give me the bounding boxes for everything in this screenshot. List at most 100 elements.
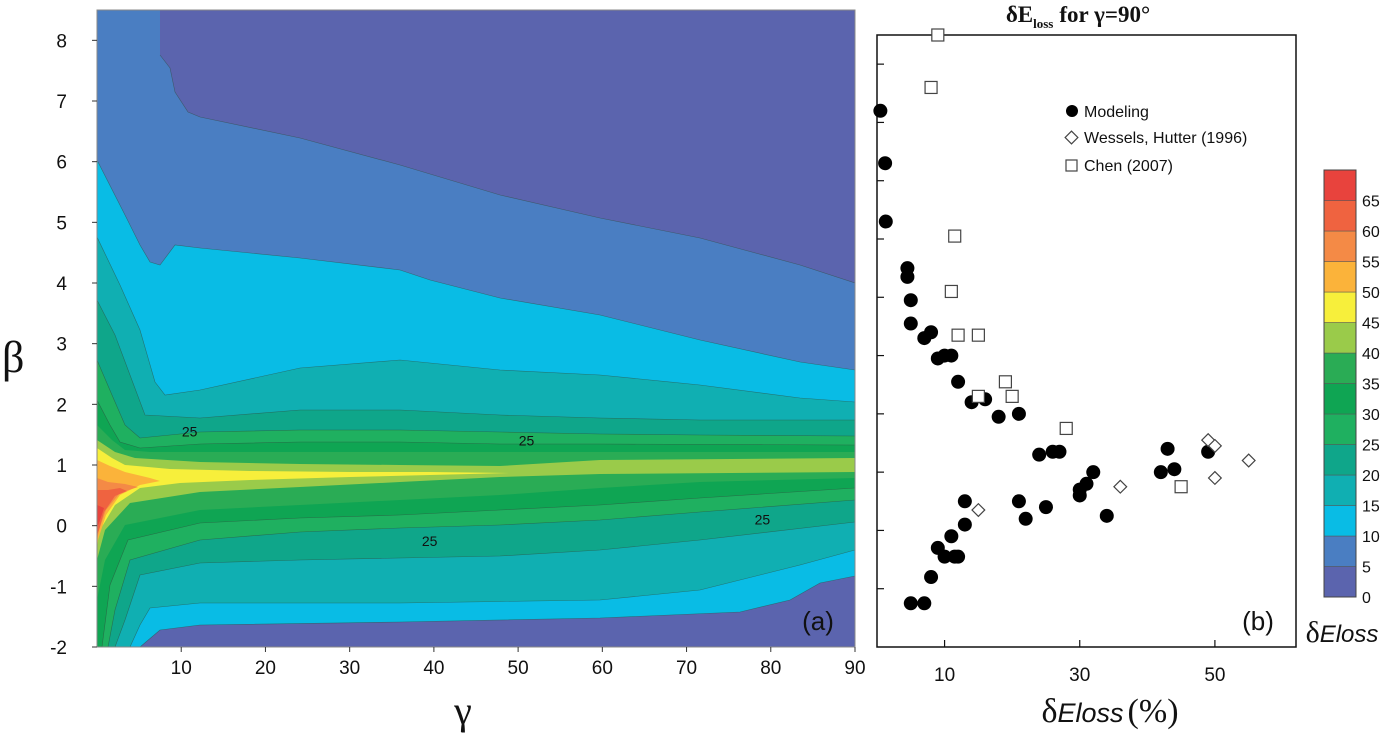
point-modeling — [937, 549, 952, 564]
colorbar-swatch — [1323, 505, 1357, 537]
y-tick-label: 0 — [56, 517, 67, 538]
scatter-points — [873, 28, 1256, 611]
colorbar-tick-label: 5 — [1362, 560, 1371, 577]
panel-b-y-ticks — [877, 63, 884, 590]
colorbar-tick-label: 55 — [1362, 255, 1380, 272]
colorbar-ticks: 0 5 10 15 20 25 30 35 40 45 50 55 60 65 — [1362, 194, 1380, 608]
x-axis-ticks: 10 20 30 40 50 60 70 80 90 — [171, 647, 866, 679]
panel-b-label: (b) — [1242, 606, 1274, 636]
contour-label: 25 — [755, 512, 771, 528]
colorbar-swatch — [1323, 444, 1357, 476]
contour-lines — [97, 54, 855, 647]
x-tick-label: 60 — [592, 658, 613, 679]
colorbar-tick-label: 15 — [1362, 499, 1380, 516]
point-modeling — [1072, 488, 1087, 503]
xlabel-unit: (%) — [1128, 693, 1179, 730]
colorbar-swatch — [1323, 474, 1357, 506]
point-chen — [951, 328, 965, 342]
point-modeling — [873, 103, 888, 118]
contour-line — [97, 359, 855, 439]
point-modeling — [1160, 441, 1175, 456]
colorbar-swatch — [1323, 322, 1357, 354]
y-tick-label: 2 — [56, 395, 67, 416]
colorbar-swatch — [1323, 566, 1357, 598]
colorbar-tick-label: 40 — [1362, 346, 1380, 363]
legend: Modeling Wessels, Hutter (1996) Chen (20… — [1064, 104, 1247, 175]
y-tick-label: 5 — [56, 213, 67, 234]
colorbar-swatch — [1323, 352, 1357, 384]
y-axis-ticks: -2 -1 0 1 2 3 4 5 6 7 8 — [50, 31, 97, 659]
point-chen — [998, 375, 1013, 389]
point-wessels-hutter — [1113, 479, 1128, 494]
colorbar-tick-label: 50 — [1362, 285, 1380, 302]
cb-label-symbol: δ — [1306, 616, 1320, 649]
point-modeling — [947, 549, 962, 564]
colorbar-label: δEloss — [1306, 616, 1379, 649]
y-tick-label: 1 — [56, 456, 67, 477]
point-chen — [1059, 421, 1073, 436]
xlabel-symbol: δ — [1041, 693, 1057, 730]
point-modeling — [1099, 508, 1114, 523]
x-tick-label: 30 — [339, 658, 360, 679]
x-tick-label: 50 — [508, 658, 529, 679]
colorbar: 0 5 10 15 20 25 30 35 40 45 50 55 60 65 δEloss — [1306, 169, 1380, 649]
point-wessels-hutter — [971, 502, 986, 518]
point-chen — [948, 229, 962, 243]
y-tick-label: -1 — [50, 577, 67, 598]
contour-line — [159, 54, 855, 284]
point-modeling — [1086, 465, 1101, 480]
colorbar-tick-label: 10 — [1362, 529, 1380, 546]
point-modeling — [903, 293, 918, 308]
contour-label: 25 — [422, 533, 438, 549]
contour-line — [97, 299, 855, 421]
point-wessels-hutter — [1207, 470, 1223, 486]
colorbar-tick-label: 25 — [1362, 438, 1380, 455]
panel-b-x-axis-label: δEloss (%) — [1041, 693, 1178, 730]
legend-marker-modeling — [1066, 105, 1078, 117]
colorbar-swatch — [1323, 200, 1357, 232]
xlabel-italic: Eloss — [1058, 698, 1124, 728]
panel-b: δEloss for γ=90° 10 30 50 Modeling Wessels,… — [873, 2, 1297, 730]
point-modeling — [991, 409, 1006, 424]
point-modeling — [917, 596, 932, 611]
point-wessels-hutter — [1207, 438, 1223, 454]
colorbar-tick-label: 35 — [1362, 377, 1380, 394]
point-modeling — [951, 374, 966, 389]
point-modeling — [903, 596, 918, 611]
legend-label-chen: Chen (2007) — [1084, 158, 1173, 175]
contour-line — [97, 236, 855, 403]
point-modeling — [924, 325, 939, 340]
point-modeling — [900, 269, 915, 284]
panel-b-x-ticks: 10 30 50 — [934, 640, 1225, 686]
point-chen — [1005, 389, 1019, 403]
contour-label: 25 — [182, 424, 198, 440]
contour-band-0-5-upper — [160, 10, 855, 283]
point-modeling — [1167, 462, 1182, 477]
y-tick-label: 8 — [56, 31, 67, 52]
contour-line — [97, 159, 855, 371]
contour-band-40-45 — [97, 440, 855, 560]
colorbar-swatch — [1323, 230, 1357, 262]
panel-b-title: δEloss for γ=90° — [1006, 2, 1150, 31]
point-modeling — [957, 517, 972, 532]
colorbar-swatches — [1323, 169, 1357, 598]
point-chen — [924, 80, 938, 95]
colorbar-swatch — [1323, 169, 1357, 201]
panel-b-frame — [876, 34, 1297, 648]
point-modeling — [878, 214, 893, 229]
colorbar-tick-label: 30 — [1362, 407, 1380, 424]
colorbar-tick-label: 20 — [1362, 468, 1380, 485]
point-chen — [971, 389, 985, 403]
point-modeling — [957, 494, 972, 509]
point-modeling — [1011, 406, 1026, 421]
x-axis-label: γ — [453, 688, 472, 733]
b-x-tick-label: 30 — [1069, 665, 1090, 686]
y-tick-label: 4 — [56, 274, 67, 295]
title-rest: for γ=90° — [1059, 2, 1150, 27]
cb-label-italic: Eloss — [1320, 621, 1379, 648]
x-tick-label: 90 — [844, 658, 865, 679]
x-tick-label: 80 — [760, 658, 781, 679]
contour-line — [97, 399, 855, 449]
contour-band-60-65 — [97, 488, 127, 535]
